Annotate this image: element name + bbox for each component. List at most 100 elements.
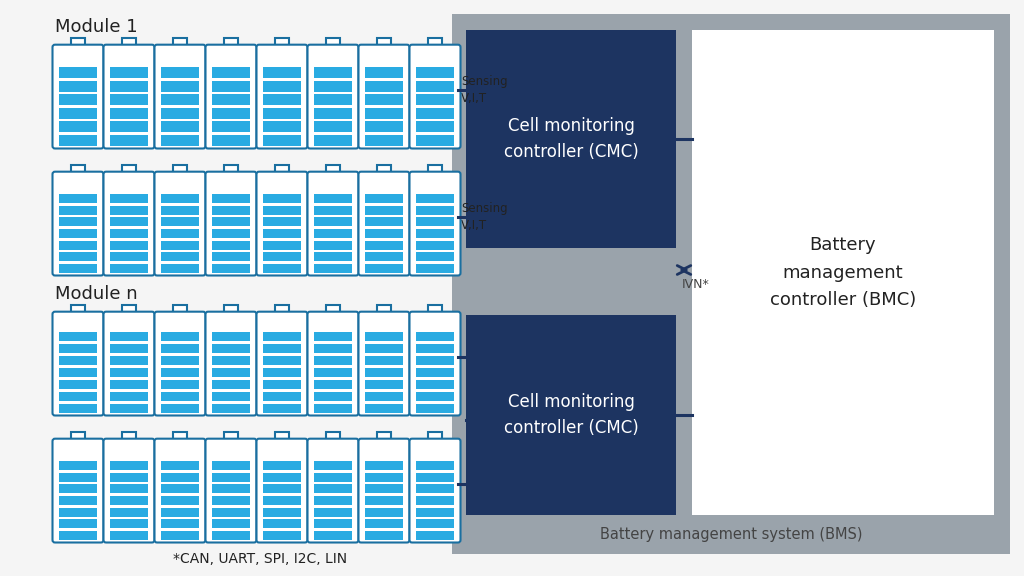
Bar bbox=[366, 484, 402, 494]
Bar bbox=[59, 81, 97, 92]
Bar bbox=[59, 392, 97, 401]
Bar bbox=[212, 496, 250, 505]
Bar bbox=[212, 507, 250, 517]
Bar bbox=[416, 507, 454, 517]
Bar bbox=[59, 472, 97, 482]
Bar bbox=[161, 241, 199, 250]
Bar bbox=[212, 356, 250, 365]
Bar bbox=[161, 67, 199, 78]
Bar bbox=[366, 122, 402, 132]
Bar bbox=[212, 344, 250, 353]
Bar bbox=[263, 229, 301, 238]
Bar bbox=[111, 484, 147, 494]
Bar bbox=[263, 496, 301, 505]
FancyBboxPatch shape bbox=[52, 45, 103, 149]
FancyBboxPatch shape bbox=[256, 172, 307, 275]
Bar bbox=[59, 206, 97, 215]
Bar bbox=[59, 507, 97, 517]
Bar bbox=[212, 122, 250, 132]
Bar bbox=[212, 392, 250, 401]
Bar bbox=[314, 217, 352, 226]
Bar bbox=[161, 380, 199, 389]
Bar bbox=[366, 472, 402, 482]
Bar bbox=[428, 305, 442, 314]
Bar bbox=[111, 81, 147, 92]
Bar bbox=[111, 392, 147, 401]
Bar bbox=[366, 135, 402, 146]
Bar bbox=[111, 194, 147, 203]
FancyBboxPatch shape bbox=[410, 439, 461, 543]
FancyBboxPatch shape bbox=[256, 312, 307, 415]
Bar bbox=[314, 356, 352, 365]
Bar bbox=[59, 252, 97, 262]
Bar bbox=[314, 94, 352, 105]
Bar bbox=[452, 14, 1010, 554]
Bar bbox=[263, 380, 301, 389]
Bar bbox=[314, 344, 352, 353]
Bar bbox=[314, 507, 352, 517]
Bar bbox=[366, 194, 402, 203]
FancyBboxPatch shape bbox=[103, 172, 155, 275]
Bar bbox=[416, 461, 454, 470]
Bar bbox=[111, 206, 147, 215]
Bar bbox=[212, 472, 250, 482]
Bar bbox=[122, 165, 136, 174]
Bar bbox=[161, 356, 199, 365]
Text: Sensing: Sensing bbox=[461, 202, 508, 215]
Text: Module n: Module n bbox=[55, 285, 137, 303]
Bar bbox=[161, 507, 199, 517]
Text: Battery
management
controller (BMC): Battery management controller (BMC) bbox=[770, 236, 916, 309]
Bar bbox=[428, 432, 442, 441]
Bar bbox=[263, 356, 301, 365]
Bar bbox=[161, 217, 199, 226]
Bar bbox=[71, 432, 85, 441]
FancyBboxPatch shape bbox=[256, 45, 307, 149]
Bar bbox=[59, 194, 97, 203]
Bar bbox=[274, 38, 290, 47]
Bar bbox=[416, 380, 454, 389]
Bar bbox=[161, 496, 199, 505]
Bar bbox=[416, 531, 454, 540]
Bar bbox=[111, 135, 147, 146]
Bar bbox=[59, 108, 97, 119]
Bar bbox=[212, 229, 250, 238]
Bar bbox=[314, 392, 352, 401]
Bar bbox=[326, 165, 340, 174]
FancyBboxPatch shape bbox=[206, 439, 256, 543]
Bar bbox=[212, 67, 250, 78]
Bar bbox=[111, 356, 147, 365]
Bar bbox=[263, 122, 301, 132]
Bar bbox=[212, 519, 250, 528]
Bar bbox=[161, 344, 199, 353]
Bar bbox=[111, 496, 147, 505]
Bar bbox=[59, 367, 97, 377]
Bar bbox=[161, 264, 199, 273]
Bar bbox=[161, 461, 199, 470]
FancyBboxPatch shape bbox=[358, 439, 410, 543]
Bar bbox=[416, 264, 454, 273]
Bar bbox=[416, 217, 454, 226]
Bar bbox=[366, 507, 402, 517]
Bar bbox=[314, 122, 352, 132]
FancyBboxPatch shape bbox=[206, 172, 256, 275]
Bar bbox=[274, 305, 290, 314]
Bar bbox=[161, 229, 199, 238]
FancyBboxPatch shape bbox=[410, 172, 461, 275]
Bar bbox=[416, 404, 454, 413]
Bar bbox=[223, 305, 239, 314]
Bar bbox=[416, 122, 454, 132]
Bar bbox=[161, 519, 199, 528]
Bar bbox=[111, 229, 147, 238]
FancyBboxPatch shape bbox=[256, 439, 307, 543]
Bar bbox=[314, 194, 352, 203]
Bar bbox=[223, 165, 239, 174]
Bar bbox=[161, 484, 199, 494]
Bar bbox=[161, 122, 199, 132]
Bar bbox=[377, 432, 391, 441]
Bar bbox=[366, 496, 402, 505]
Bar bbox=[59, 531, 97, 540]
Bar bbox=[71, 165, 85, 174]
Bar bbox=[212, 461, 250, 470]
Bar bbox=[314, 380, 352, 389]
Text: Battery management system (BMS): Battery management system (BMS) bbox=[600, 527, 862, 542]
